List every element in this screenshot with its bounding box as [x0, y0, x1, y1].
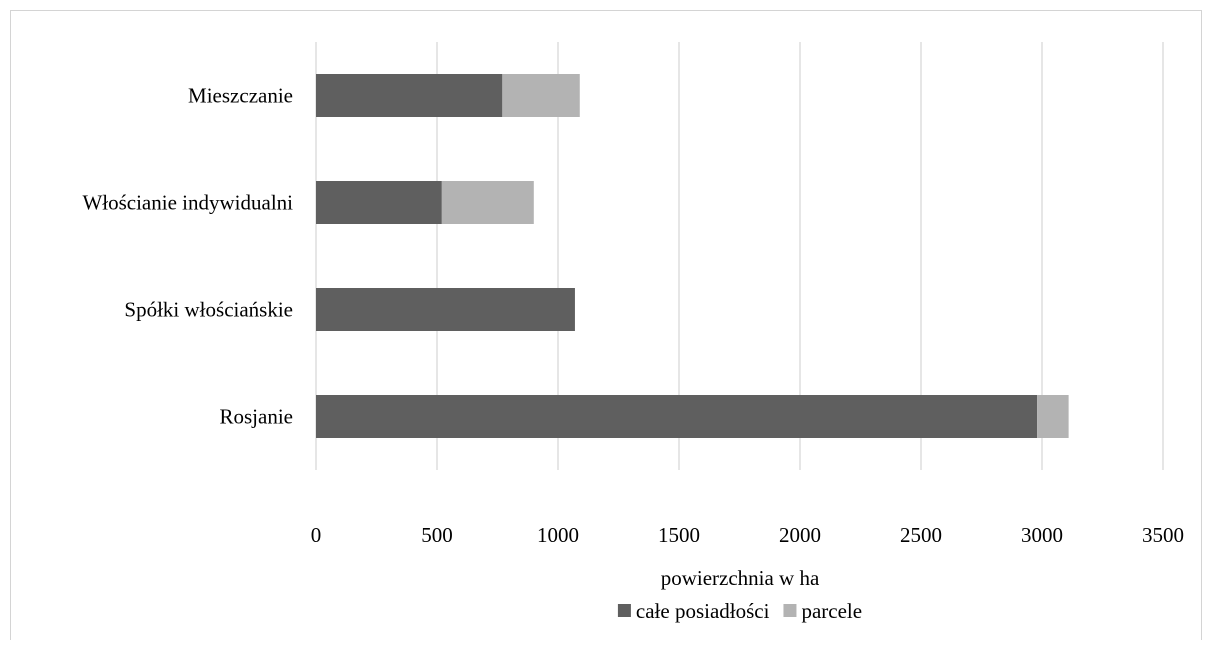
bar-segment: [441, 181, 534, 224]
bars: [316, 74, 1069, 438]
bar-segment: [316, 74, 503, 117]
x-tick-labels: 0 500 1000 1500 2000 2500 3000 3500: [311, 523, 1184, 547]
bar-segment: [316, 395, 1038, 438]
x-tick-label: 1500: [658, 523, 700, 547]
category-labels: Mieszczanie Włościanie indywidualni Spółki…: [82, 84, 293, 429]
legend-swatch: [617, 604, 631, 617]
category-label: Mieszczanie: [188, 84, 293, 108]
legend-label: parcele: [801, 599, 862, 623]
x-tick-label: 500: [421, 523, 453, 547]
bar-segment: [1037, 395, 1069, 438]
category-label: Spółki włościańskie: [124, 298, 293, 322]
bar-segment: [316, 288, 575, 331]
legend: całe posiadłości parcele: [617, 599, 862, 623]
x-axis-title: powierzchnia w ha: [661, 566, 820, 590]
bar-segment: [502, 74, 580, 117]
x-tick-label: 2000: [779, 523, 821, 547]
chart-frame: [10, 10, 1202, 640]
legend-swatch: [783, 604, 797, 617]
legend-label: całe posiadłości: [636, 599, 770, 623]
x-tick-label: 0: [311, 523, 322, 547]
category-label: Rosjanie: [220, 405, 294, 429]
x-tick-label: 2500: [900, 523, 942, 547]
x-tick-label: 1000: [537, 523, 579, 547]
x-tick-label: 3500: [1142, 523, 1184, 547]
category-label: Włościanie indywidualni: [82, 191, 293, 215]
x-tick-label: 3000: [1021, 523, 1063, 547]
bar-segment: [316, 181, 442, 224]
